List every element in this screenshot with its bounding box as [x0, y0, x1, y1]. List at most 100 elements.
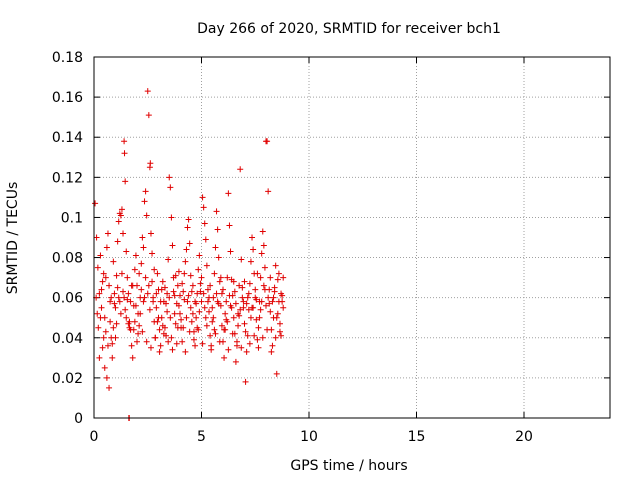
data-point [179, 338, 186, 345]
data-point [224, 274, 231, 281]
data-point [132, 252, 139, 259]
data-point [211, 270, 218, 277]
data-point [151, 266, 158, 273]
data-point [235, 322, 242, 329]
y-tick-label: 0.1 [61, 210, 83, 226]
data-point [155, 314, 162, 321]
data-point [131, 318, 138, 325]
data-point [109, 340, 116, 347]
data-point [220, 286, 226, 293]
data-point [197, 280, 204, 287]
data-point [217, 274, 224, 281]
data-point [154, 318, 161, 325]
data-point [203, 322, 210, 329]
data-point [135, 330, 142, 337]
data-point [200, 204, 207, 211]
data-point [156, 348, 163, 355]
data-point [107, 298, 114, 305]
data-point [124, 274, 131, 281]
data-point [254, 336, 261, 343]
data-point [140, 298, 147, 305]
data-point [164, 290, 171, 297]
data-point [241, 320, 248, 327]
data-point [177, 310, 183, 317]
data-point [161, 284, 168, 291]
data-point [226, 222, 233, 229]
y-tick-label: 0.16 [52, 90, 83, 106]
data-point [181, 296, 188, 303]
data-point [198, 298, 205, 305]
data-point [265, 294, 272, 301]
data-point [139, 328, 146, 335]
data-point [214, 226, 221, 233]
data-point [114, 238, 121, 245]
data-point [157, 298, 164, 305]
data-point [202, 236, 209, 243]
data-point [150, 298, 157, 305]
data-point [185, 216, 192, 223]
data-point [123, 314, 130, 321]
y-tick-label: 0.02 [52, 371, 83, 387]
data-point [212, 244, 219, 251]
data-point [144, 88, 151, 95]
data-point [132, 302, 139, 309]
data-point [183, 246, 190, 253]
data-point [171, 310, 178, 317]
data-point [256, 314, 263, 321]
data-point [211, 326, 218, 333]
data-point [172, 320, 179, 327]
data-point [171, 292, 178, 299]
data-point [250, 246, 257, 253]
data-point [102, 328, 109, 335]
data-point [125, 290, 132, 297]
data-point [209, 304, 216, 311]
data-point [118, 206, 125, 213]
y-tick-label: 0 [74, 411, 83, 427]
data-point [115, 294, 122, 301]
data-point [126, 324, 133, 331]
data-point [254, 270, 261, 277]
data-point [270, 294, 277, 301]
data-point [276, 320, 283, 327]
data-point [261, 264, 268, 271]
data-point [225, 346, 232, 353]
data-point [182, 348, 189, 355]
data-point [122, 178, 129, 185]
data-point [206, 308, 213, 315]
data-point [257, 274, 264, 281]
data-point [166, 294, 173, 301]
data-point [157, 342, 164, 349]
data-point [193, 314, 200, 321]
data-point [106, 384, 113, 391]
data-point [258, 250, 265, 257]
x-tick-label: 5 [197, 429, 206, 445]
data-point [112, 334, 119, 341]
data-point [141, 198, 148, 205]
data-point [136, 322, 143, 329]
data-point [166, 174, 173, 181]
data-point [121, 294, 128, 301]
data-point [246, 280, 253, 287]
data-point [192, 342, 199, 349]
x-tick-label: 0 [90, 429, 99, 445]
data-point [195, 326, 202, 333]
y-tick-label: 0.12 [52, 170, 83, 186]
data-point [94, 264, 101, 271]
data-point [269, 298, 276, 305]
data-point [131, 266, 138, 273]
data-point [139, 234, 146, 241]
data-point [145, 112, 152, 119]
data-point [188, 288, 195, 295]
data-point [113, 320, 120, 327]
y-tick-label: 0.04 [52, 331, 83, 347]
data-point [96, 354, 103, 361]
data-point [229, 330, 236, 337]
data-point [200, 290, 207, 297]
data-point [193, 300, 200, 307]
data-point [98, 304, 105, 311]
data-point [221, 354, 228, 361]
data-point [165, 338, 172, 345]
data-point [215, 254, 222, 261]
data-point [206, 294, 213, 301]
